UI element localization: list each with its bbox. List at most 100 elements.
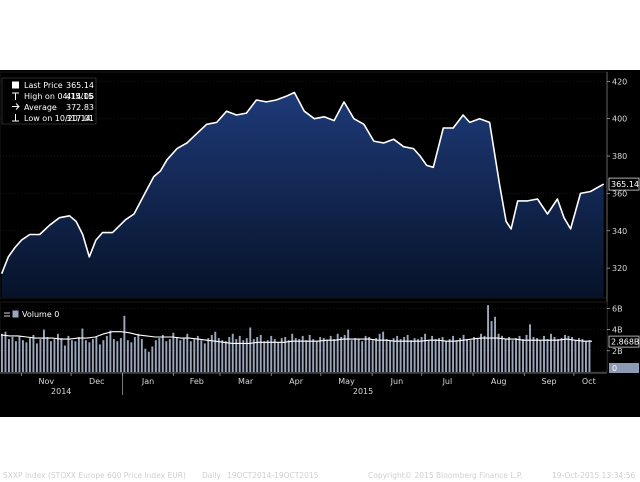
volume-bar (368, 337, 371, 372)
volume-bar (518, 335, 521, 372)
volume-bar (543, 335, 545, 372)
volume-bar (378, 333, 381, 372)
volume-bar (109, 330, 112, 372)
volume-menu-icon[interactable] (4, 312, 10, 317)
volume-bar (91, 339, 94, 372)
volume-bar (371, 340, 374, 372)
footer-copyright: Copyright© 2015 Bloomberg Finance L.P. (368, 471, 523, 480)
volume-bar (536, 338, 538, 372)
x-year-label: 2015 (353, 387, 373, 396)
volume-bar (25, 342, 28, 372)
x-month-label: Nov (38, 377, 54, 386)
volume-bar (298, 339, 301, 372)
volume-bar (560, 338, 563, 372)
volume-bar (11, 337, 14, 372)
legend-label-last-price: Last Price (24, 81, 63, 90)
volume-bar (245, 338, 248, 372)
x-month-label: Aug (491, 377, 507, 386)
volume-bar (466, 339, 469, 372)
volume-bar (399, 339, 402, 372)
volume-zero-label: 0 (612, 364, 617, 373)
volume-bar (431, 335, 434, 372)
volume-bar (4, 331, 7, 372)
volume-bar (130, 342, 133, 372)
volume-bar (291, 333, 294, 372)
volume-bar (133, 337, 136, 372)
volume-bar (182, 338, 185, 372)
volume-bar (259, 334, 262, 372)
volume-bar (438, 338, 441, 372)
volume-bar (242, 340, 245, 372)
volume-bar (221, 340, 224, 372)
x-axis: Nov Dec Jan Feb Mar Apr May Jun Jul Aug Sep Oct 2014… (0, 372, 607, 396)
volume-bar (119, 338, 122, 372)
volume-bar (249, 327, 252, 372)
price-line (0, 91, 605, 274)
volume-bar (137, 333, 140, 372)
volume-bar (126, 340, 129, 372)
volume-bar (21, 340, 24, 372)
volume-bar (214, 331, 217, 372)
last-price-callout: 365.14 (608, 177, 640, 191)
volume-bar (60, 338, 63, 372)
chart-panel: 320 340 360 380 400 420 2B 4B 6B Nov Dec Jan Feb Ma… (0, 70, 640, 480)
price-ytick-label: 340 (612, 227, 627, 236)
volume-bar (350, 340, 353, 372)
volume-bar (571, 337, 573, 372)
volume-bar (557, 339, 559, 372)
volume-bar (46, 337, 49, 372)
volume-bar (168, 339, 171, 372)
volume-bar (424, 333, 427, 372)
volume-bar (67, 335, 70, 372)
volume-bar (1, 333, 3, 372)
volume-bar (308, 334, 311, 372)
volume-bar (354, 338, 357, 372)
volume-bar (525, 334, 528, 372)
volume-legend-label: Volume 0 (22, 310, 59, 319)
volume-bar (501, 335, 503, 372)
volume-bar (578, 338, 580, 372)
price-ytick-label: 400 (612, 115, 627, 124)
x-month-label: Apr (289, 377, 304, 386)
volume-bar (228, 337, 231, 372)
price-ytick-label: 360 (612, 189, 627, 198)
volume-bar (522, 339, 524, 372)
volume-bar (165, 341, 168, 372)
price-ytick-label: 420 (612, 77, 627, 86)
footer-frequency: Daily (202, 471, 221, 480)
x-month-label: Jul (442, 377, 453, 386)
volume-zero-callout: 0 (609, 363, 639, 373)
volume-bar (385, 339, 388, 372)
volume-bar (74, 341, 77, 372)
volume-value: 2.868B (611, 338, 639, 347)
volume-bar (200, 340, 203, 372)
volume-bar (266, 340, 269, 372)
volume-bar (7, 339, 10, 372)
volume-bar (564, 334, 566, 372)
x-month-label: Mar (238, 377, 254, 386)
volume-bar (179, 340, 182, 372)
x-month-label: May (338, 377, 355, 386)
volume-bar (417, 339, 420, 372)
volume-bar (144, 348, 147, 372)
volume-bar (238, 335, 241, 372)
volume-bar (277, 342, 280, 372)
legend-value-low: 317.01 (66, 114, 94, 123)
volume-bar (553, 337, 556, 372)
volume-bar (473, 337, 476, 372)
volume-bar (413, 338, 416, 372)
legend-row-high: High on 04/15/15 414.06 (12, 92, 94, 101)
volume-bar (490, 321, 493, 372)
volume-bar (81, 328, 84, 372)
volume-bar (154, 340, 157, 372)
volume-bar (375, 338, 378, 372)
volume-bar (392, 338, 395, 372)
volume-bar (273, 339, 276, 372)
volume-bar (480, 333, 483, 372)
volume-bar (203, 343, 206, 372)
volume-bar (532, 337, 535, 372)
x-month-label: Feb (190, 377, 204, 386)
volume-bar (539, 340, 542, 372)
volume-bar (70, 340, 73, 372)
volume-bar (116, 341, 119, 372)
